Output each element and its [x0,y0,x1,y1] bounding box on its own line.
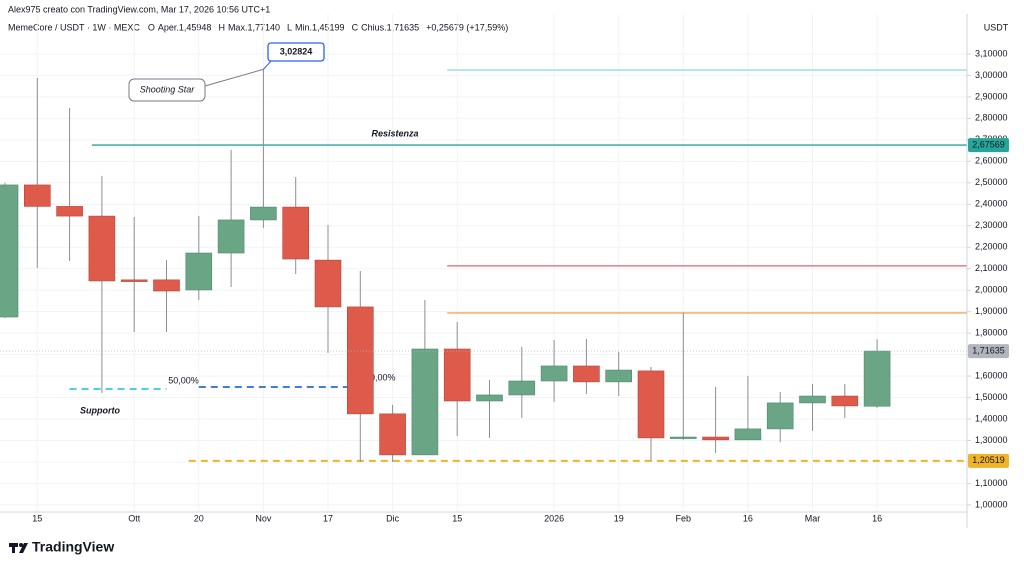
candle-body [314,259,342,308]
candle-body [508,380,536,396]
candle-body [734,428,762,441]
header-text: O [148,22,155,32]
candle-body [669,436,697,439]
y-tick-label: 1,60000 [975,370,1008,380]
fib-label: 0,00% [370,372,396,382]
y-tick-label: 3,10000 [975,48,1008,58]
candle-body [766,402,794,430]
header-text: Min. [295,22,312,32]
callout-box [128,78,206,102]
callout-box [267,42,325,62]
price-label: 2,67569 [972,139,1005,149]
y-tick-label: 1,30000 [975,435,1008,445]
candle-body [799,395,826,404]
header-text: C [352,22,359,32]
candle-body [637,370,665,439]
y-tick-label: 2,60000 [975,156,1008,166]
x-tick-label: 15 [32,513,42,523]
x-tick-label: Nov [255,513,272,523]
callout-line [204,68,264,87]
y-tick-label: 1,90000 [975,306,1008,316]
x-tick-label: 16 [743,513,753,523]
candle-body [23,184,51,207]
annotation: Resistenza [371,128,418,138]
header-text: 1,45948 [179,22,212,32]
candle-body [863,350,891,407]
header-text: Aper. [158,22,179,32]
y-tick-label: 1,50000 [975,392,1008,402]
candle-body [379,413,406,456]
x-tick-label: 20 [194,513,204,523]
y-tick-label: 1,40000 [975,413,1008,423]
candle-body [88,215,116,282]
attribution: Alex975 creato con TradingView.com, Mar … [8,4,270,14]
fib-label: 50,00% [168,375,199,385]
price-label-box [968,453,1009,468]
x-tick-label: Dic [386,513,399,523]
price-label: 1,20519 [972,455,1005,465]
candle-body [702,436,729,441]
header-text: MemeCore / USDT · 1W · MEXC [8,22,140,32]
header-text: Max. [228,22,248,32]
header-text: +0,25679 (+17,59%) [426,22,508,32]
candle-body [120,279,148,282]
brand-logo [9,543,28,553]
y-tick-label: 2,10000 [975,263,1008,273]
callout-text: 3,02824 [280,46,313,56]
brand-name: TradingView [32,539,114,555]
y-tick-label: 2,50000 [975,177,1008,187]
price-label: 1,71635 [972,345,1005,355]
y-tick-label: 2,80000 [975,113,1008,123]
candle-body [56,206,83,217]
candle-body [831,395,859,407]
x-tick-label: 19 [614,513,624,523]
y-tick-label: 1,00000 [975,499,1008,509]
y-tick-label: 1,80000 [975,327,1008,337]
callout-text: Shooting Star [140,84,196,94]
candle-body [217,219,245,254]
candle-body [0,184,19,318]
candle-body [540,365,568,382]
candle-body [250,206,277,221]
y-tick-label: 2,00000 [975,285,1008,295]
candle-body [443,348,471,402]
header-text: Chius. [361,22,387,32]
candle-body [605,369,633,383]
header-text: H [218,22,225,32]
candle-body [185,252,213,291]
x-tick-label: 17 [323,513,333,523]
x-tick-label: 16 [872,513,882,523]
y-tick-label: 2,40000 [975,199,1008,209]
x-tick-label: 2026 [544,513,564,523]
y-tick-label: 2,20000 [975,242,1008,252]
candle-body [573,365,600,383]
candle-body [346,306,374,415]
candle-body [153,279,180,292]
y-tick-label: 2,90000 [975,91,1008,101]
y-tick-label: 2,30000 [975,220,1008,230]
header-text: L [287,22,292,32]
candle-body [476,394,503,402]
y-tick-label: 3,00000 [975,70,1008,80]
annotation: Supporto [80,405,120,415]
price-label-box [968,344,1009,359]
x-tick-label: Ott [128,513,141,523]
price-label-box [968,138,1009,153]
x-tick-label: Mar [805,513,821,523]
candle-body [282,206,310,260]
y-tick-label: 1,10000 [975,478,1008,488]
axis-unit: USDT [984,22,1009,32]
header-text: 1,71635 [387,22,420,32]
candle-body [411,348,439,456]
x-tick-label: Feb [676,513,692,523]
x-tick-label: 15 [452,513,462,523]
